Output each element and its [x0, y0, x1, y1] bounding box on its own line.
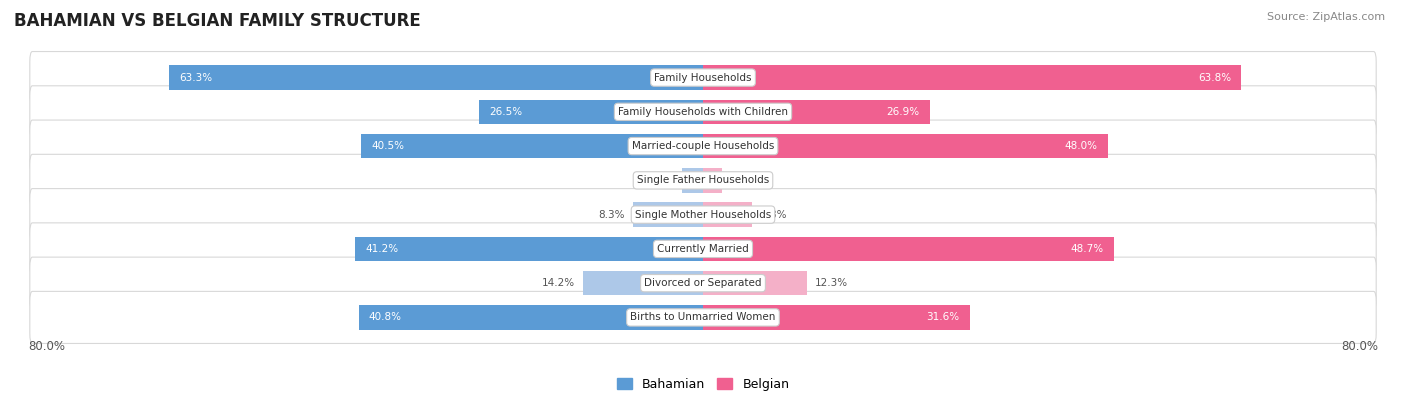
Text: 31.6%: 31.6%: [927, 312, 959, 322]
Text: BAHAMIAN VS BELGIAN FAMILY STRUCTURE: BAHAMIAN VS BELGIAN FAMILY STRUCTURE: [14, 12, 420, 30]
Bar: [359, 305, 703, 330]
Text: 12.3%: 12.3%: [815, 278, 848, 288]
FancyBboxPatch shape: [30, 51, 1376, 103]
Text: Married-couple Households: Married-couple Households: [631, 141, 775, 151]
Text: 26.5%: 26.5%: [489, 107, 523, 117]
FancyBboxPatch shape: [30, 223, 1376, 275]
Bar: [633, 202, 703, 227]
FancyBboxPatch shape: [30, 188, 1376, 241]
Text: Family Households: Family Households: [654, 73, 752, 83]
Bar: [703, 305, 970, 330]
Text: 5.8%: 5.8%: [761, 210, 787, 220]
Text: Divorced or Separated: Divorced or Separated: [644, 278, 762, 288]
Text: 80.0%: 80.0%: [28, 340, 65, 353]
Text: 2.5%: 2.5%: [647, 175, 673, 185]
Text: 26.9%: 26.9%: [887, 107, 920, 117]
Bar: [361, 134, 703, 158]
Text: 40.5%: 40.5%: [371, 141, 405, 151]
Bar: [703, 65, 1241, 90]
Legend: Bahamian, Belgian: Bahamian, Belgian: [612, 373, 794, 395]
Bar: [703, 271, 807, 295]
Text: Single Mother Households: Single Mother Households: [636, 210, 770, 220]
Bar: [583, 271, 703, 295]
Text: 14.2%: 14.2%: [541, 278, 575, 288]
Bar: [703, 202, 752, 227]
Text: Family Households with Children: Family Households with Children: [619, 107, 787, 117]
Text: Births to Unmarried Women: Births to Unmarried Women: [630, 312, 776, 322]
Text: Source: ZipAtlas.com: Source: ZipAtlas.com: [1267, 12, 1385, 22]
Text: Single Father Households: Single Father Households: [637, 175, 769, 185]
Bar: [479, 100, 703, 124]
Text: Currently Married: Currently Married: [657, 244, 749, 254]
FancyBboxPatch shape: [30, 120, 1376, 172]
Bar: [169, 65, 703, 90]
Text: 41.2%: 41.2%: [366, 244, 399, 254]
Text: 2.3%: 2.3%: [731, 175, 758, 185]
FancyBboxPatch shape: [30, 257, 1376, 309]
Text: 48.0%: 48.0%: [1064, 141, 1098, 151]
Bar: [682, 168, 703, 193]
FancyBboxPatch shape: [30, 86, 1376, 138]
Bar: [703, 168, 723, 193]
Text: 48.7%: 48.7%: [1070, 244, 1104, 254]
Text: 40.8%: 40.8%: [368, 312, 402, 322]
Bar: [703, 134, 1108, 158]
FancyBboxPatch shape: [30, 154, 1376, 207]
Text: 63.3%: 63.3%: [179, 73, 212, 83]
Text: 8.3%: 8.3%: [598, 210, 624, 220]
Bar: [356, 237, 703, 261]
Bar: [703, 100, 929, 124]
FancyBboxPatch shape: [30, 292, 1376, 344]
Text: 80.0%: 80.0%: [1341, 340, 1378, 353]
Bar: [703, 237, 1114, 261]
Text: 63.8%: 63.8%: [1198, 73, 1232, 83]
